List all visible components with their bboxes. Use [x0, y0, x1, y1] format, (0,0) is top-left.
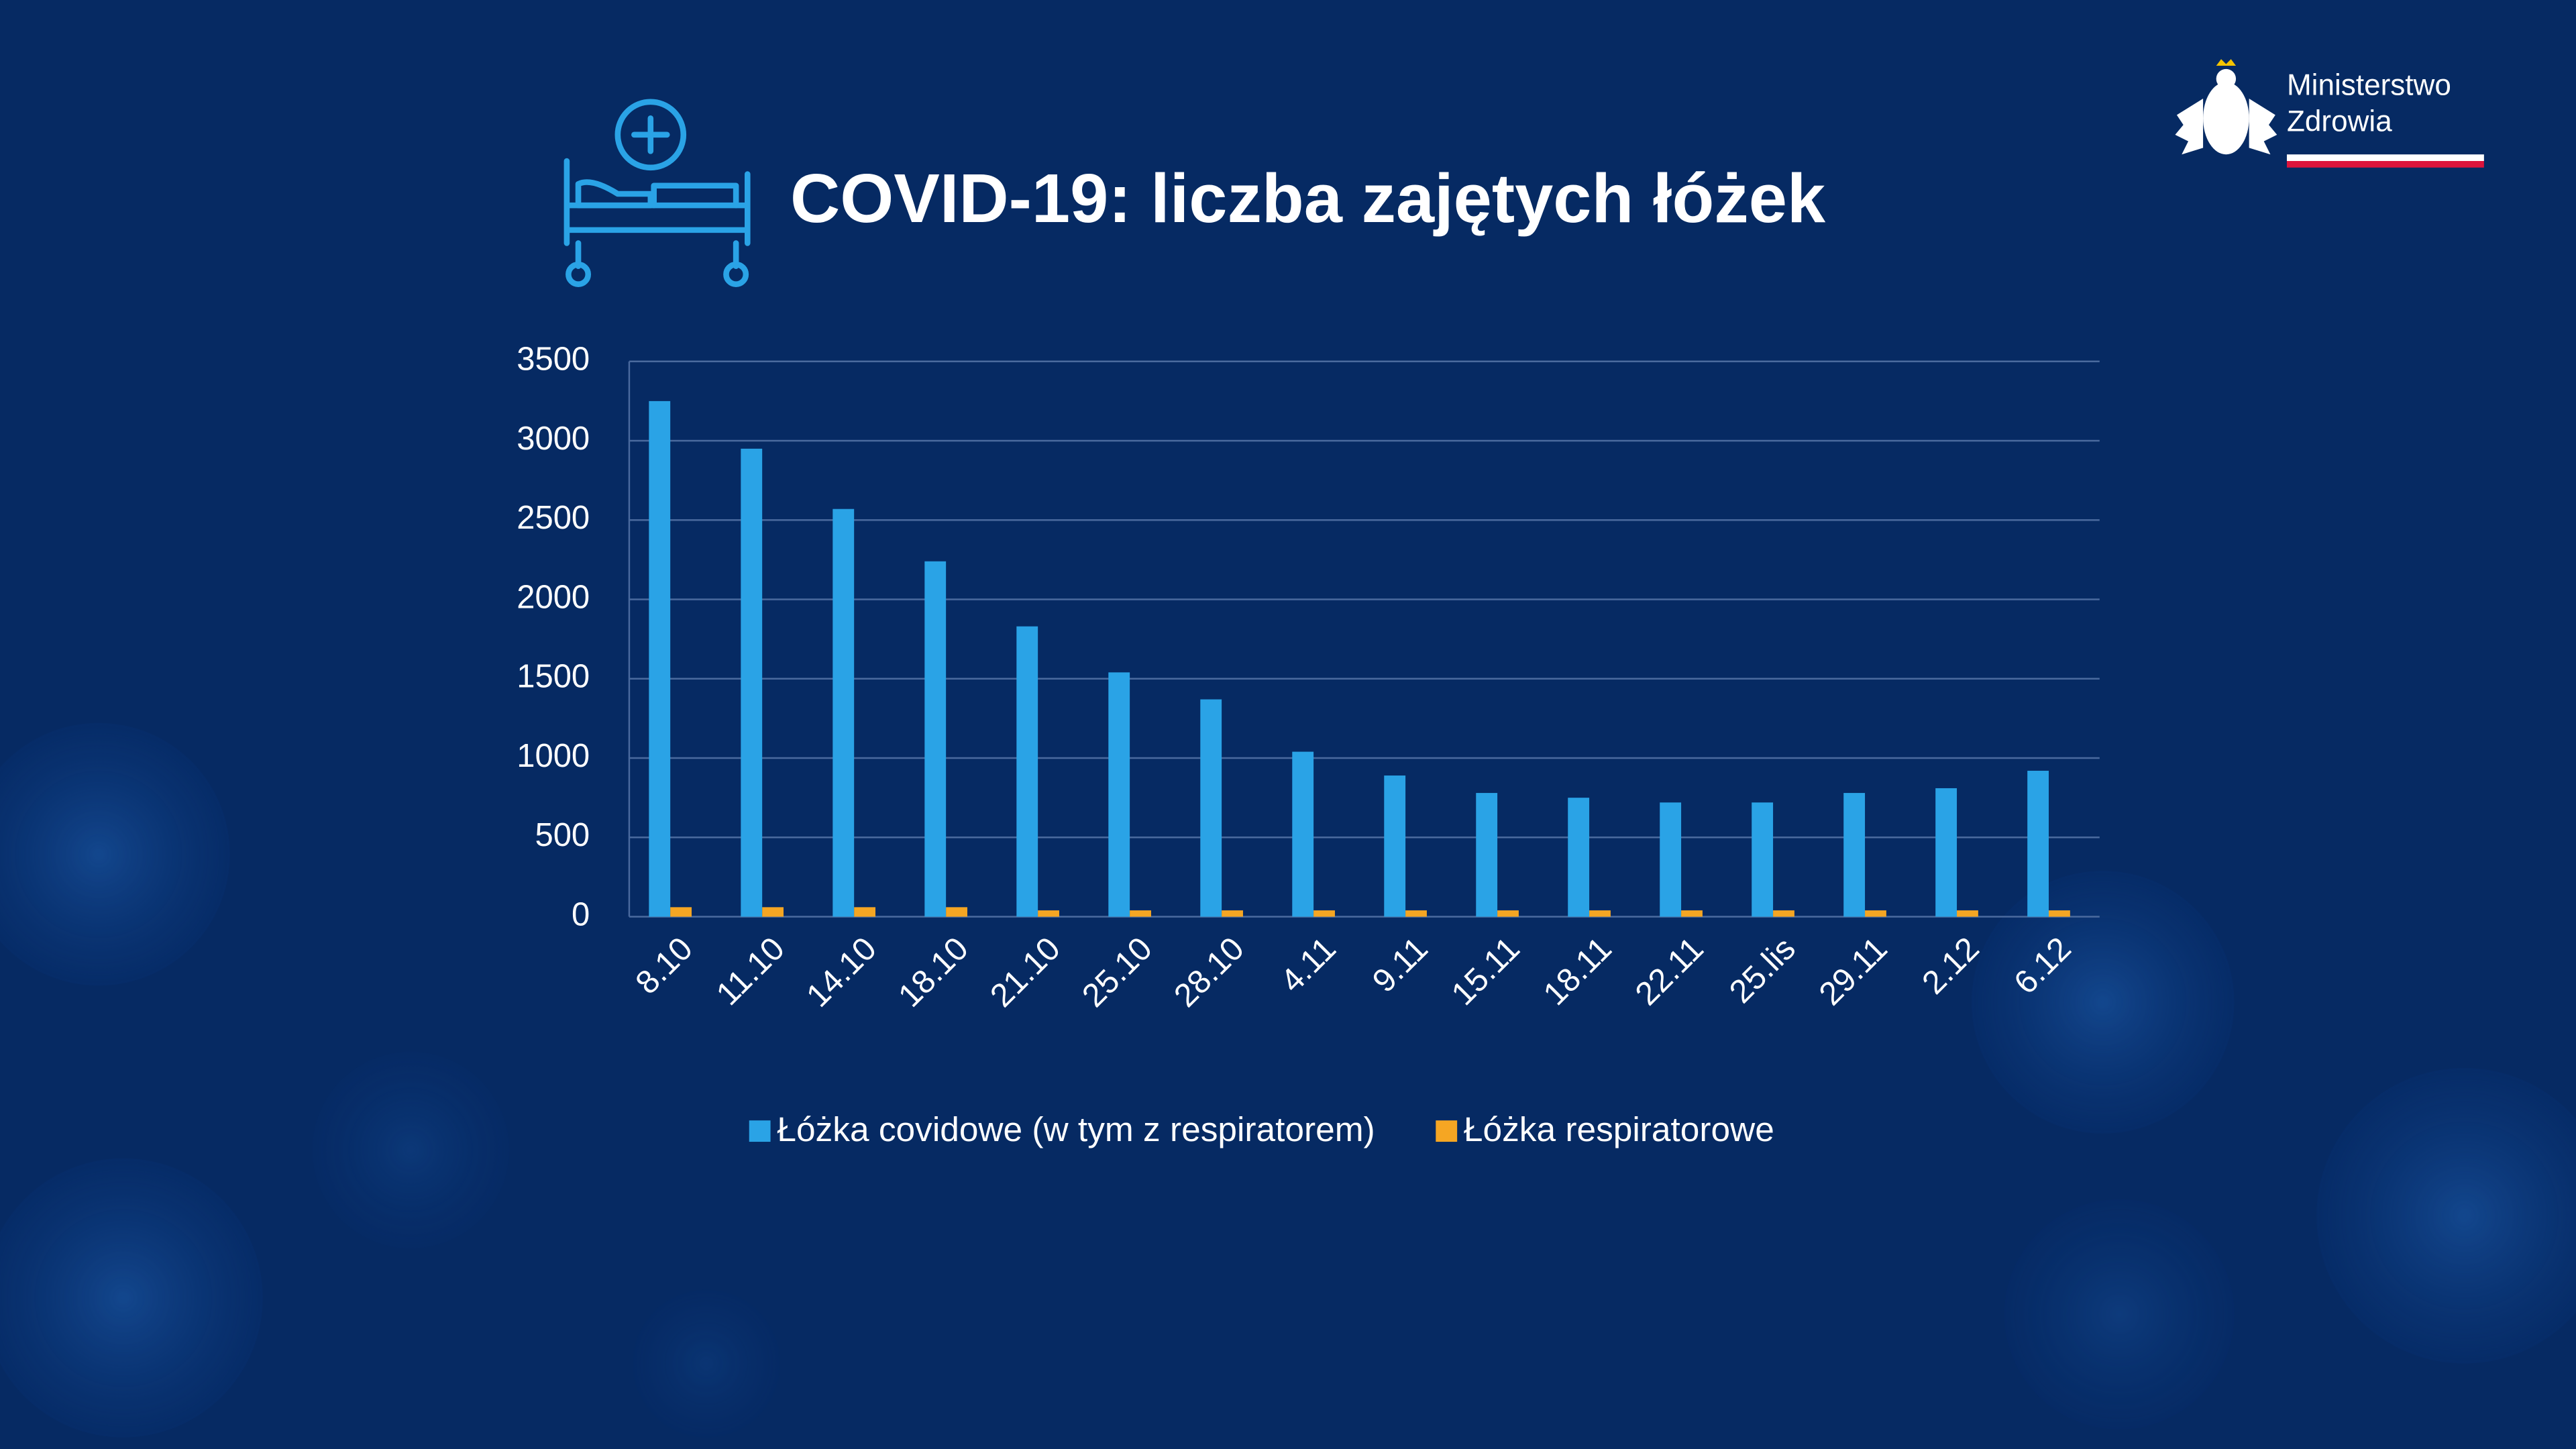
- logo-line2: Zdrowia: [2287, 105, 2392, 138]
- bar: [1313, 910, 1335, 917]
- bar: [1016, 626, 1038, 917]
- bar: [2049, 910, 2070, 917]
- legend-label: Łóżka respiratorowe: [1464, 1110, 1774, 1148]
- bar: [1568, 798, 1590, 917]
- bar: [649, 400, 671, 917]
- bar: [1935, 788, 1957, 917]
- bar: [1108, 672, 1130, 917]
- y-tick-label: 2000: [517, 579, 590, 615]
- bar: [1476, 793, 1498, 917]
- bar: [1865, 910, 1886, 917]
- bar: [1384, 775, 1406, 917]
- bar: [1038, 910, 1059, 917]
- y-tick-label: 3000: [517, 421, 590, 457]
- logo: Ministerstwo Zdrowia: [2175, 59, 2484, 168]
- bar: [946, 907, 967, 917]
- bar: [1843, 793, 1866, 917]
- bar: [1681, 910, 1703, 917]
- bar: [924, 561, 947, 917]
- y-tick-label: 500: [535, 817, 590, 853]
- bar: [1957, 910, 1978, 917]
- bar: [1200, 699, 1222, 917]
- bar: [1497, 910, 1519, 917]
- bar: [762, 907, 784, 917]
- y-tick-label: 2500: [517, 500, 590, 536]
- bar: [833, 508, 855, 917]
- bar: [670, 907, 692, 917]
- logo-line1: Ministerstwo: [2287, 68, 2451, 101]
- y-tick-label: 0: [572, 896, 590, 932]
- legend-swatch: [749, 1120, 771, 1142]
- legend-swatch: [1436, 1120, 1458, 1142]
- bar: [1752, 802, 1774, 917]
- bar: [1589, 910, 1611, 917]
- bar: [1660, 802, 1682, 917]
- bar: [2027, 770, 2049, 917]
- bed-icon: [564, 99, 751, 287]
- y-tick-label: 1500: [517, 659, 590, 695]
- bar: [1292, 751, 1314, 917]
- bar: [1222, 910, 1243, 917]
- legend-label: Łóżka covidowe (w tym z respiratorem): [777, 1110, 1375, 1148]
- chart-title: COVID-19: liczba zajętych łóżek: [790, 160, 1826, 237]
- virus-decorations: [0, 722, 2576, 1438]
- bar: [1405, 910, 1427, 917]
- bar: [1773, 910, 1794, 917]
- bar: [741, 448, 763, 917]
- bar: [854, 907, 875, 917]
- bar: [1130, 910, 1151, 917]
- y-tick-label: 1000: [517, 738, 590, 774]
- y-tick-label: 3500: [517, 341, 590, 378]
